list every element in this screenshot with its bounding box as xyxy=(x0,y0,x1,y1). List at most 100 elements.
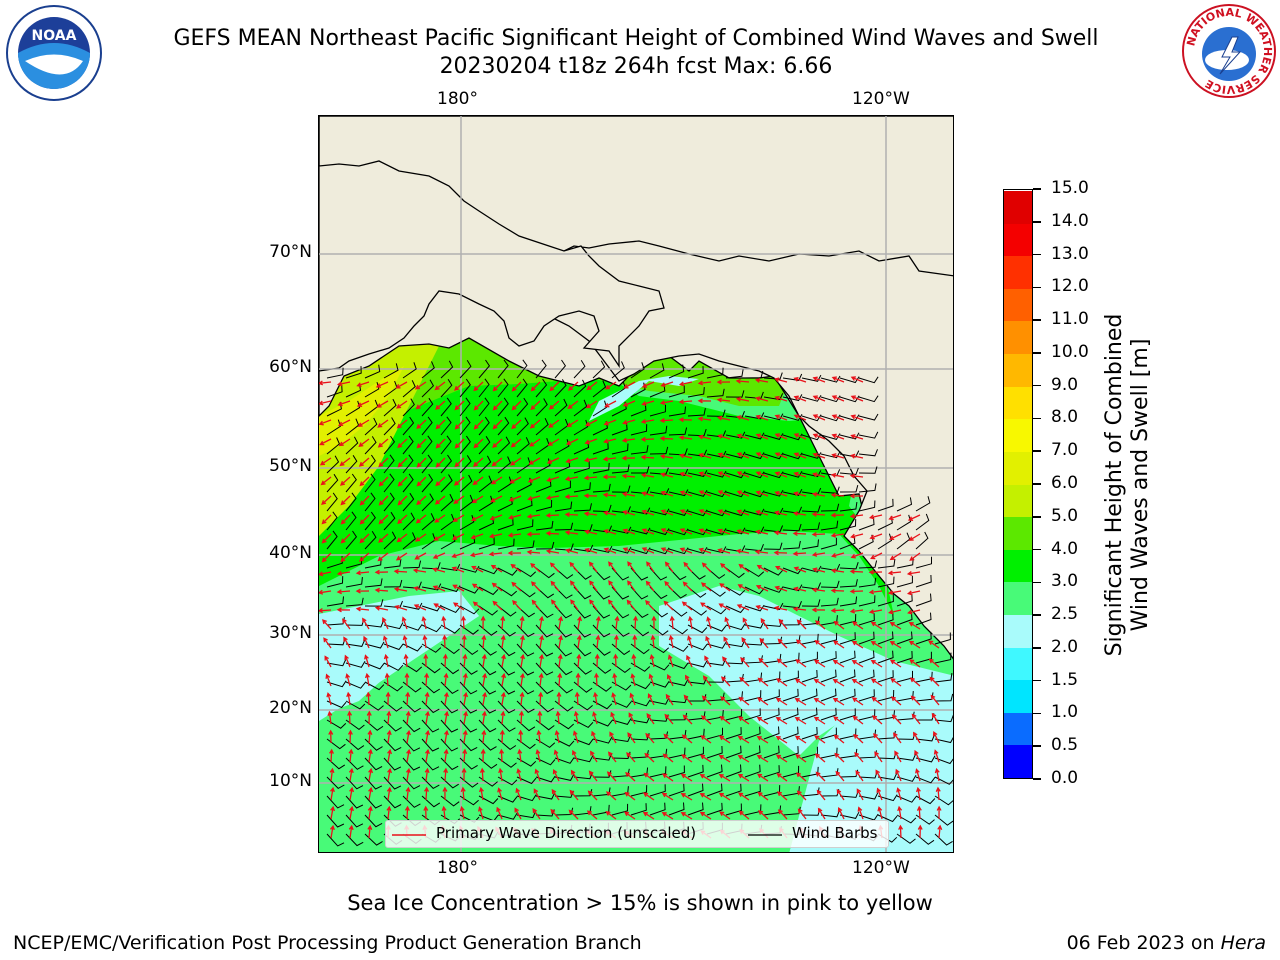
wind-barb xyxy=(858,669,875,683)
wind-barbs-legend-line xyxy=(748,834,782,836)
wave-direction-arrow xyxy=(321,552,332,563)
wind-barb xyxy=(763,393,784,401)
wind-barb xyxy=(782,688,799,702)
wind-barb xyxy=(725,623,746,631)
wave-direction-arrow xyxy=(720,676,731,687)
wave-direction-arrow xyxy=(697,434,712,440)
wave-direction-arrow xyxy=(567,381,579,391)
map-legend: Primary Wave Direction (unscaled) Wind B… xyxy=(385,820,889,848)
wind-barb xyxy=(649,802,666,816)
wind-barb xyxy=(459,474,473,493)
wind-barb xyxy=(383,643,404,651)
wind-barb xyxy=(573,503,592,512)
wave-direction-arrow xyxy=(564,512,579,518)
wave-direction-arrow xyxy=(659,418,674,423)
wave-direction-arrow xyxy=(697,380,712,386)
wave-direction-arrow xyxy=(756,716,769,725)
wind-barb xyxy=(706,388,725,398)
wind-barb xyxy=(725,783,742,797)
wave-direction-arrow xyxy=(834,752,845,763)
wave-direction-arrow xyxy=(738,563,750,573)
wave-direction-arrow xyxy=(776,678,788,687)
wind-barb xyxy=(497,795,518,803)
wave-direction-arrow xyxy=(555,710,561,725)
wave-direction-arrow xyxy=(501,653,506,668)
wind-barb xyxy=(440,738,459,752)
wind-barb xyxy=(440,605,461,614)
lat-label-70n: 70°N xyxy=(269,242,312,262)
wave-direction-arrow xyxy=(679,547,693,554)
wave-direction-arrow xyxy=(777,809,788,820)
wind-barb xyxy=(858,449,878,457)
wave-direction-arrow xyxy=(833,734,845,744)
wind-barb xyxy=(896,497,913,512)
wind-barb xyxy=(326,719,347,729)
map-panel[interactable]: Primary Wave Direction (unscaled) Wind B… xyxy=(318,115,954,853)
wave-direction-arrow xyxy=(737,773,750,782)
wind-barb xyxy=(383,757,402,771)
wind-barb xyxy=(896,593,913,607)
wave-direction-arrow xyxy=(603,547,617,554)
wave-direction-arrow xyxy=(793,566,807,573)
wave-direction-arrow xyxy=(434,495,446,505)
wind-barb xyxy=(782,707,799,721)
wave-direction-arrow xyxy=(499,729,505,744)
wave-direction-arrow xyxy=(515,787,522,801)
wind-barb xyxy=(611,681,632,691)
wind-barb xyxy=(535,624,554,638)
wind-barb xyxy=(725,471,746,479)
wave-direction-arrow xyxy=(321,619,332,630)
wind-barb xyxy=(497,681,516,695)
wave-direction-arrow xyxy=(546,457,560,464)
wave-direction-arrow xyxy=(735,396,750,402)
wave-direction-arrow xyxy=(500,634,506,649)
wave-direction-arrow xyxy=(669,615,675,630)
wind-barb xyxy=(801,565,822,573)
wave-direction-arrow xyxy=(700,715,712,725)
wind-barb xyxy=(402,757,421,771)
wave-direction-arrow xyxy=(757,677,769,687)
wind-barb xyxy=(668,783,685,797)
wave-direction-arrow xyxy=(706,616,712,630)
wave-direction-arrow xyxy=(386,786,392,801)
wind-barb xyxy=(915,574,932,588)
wave-zone-7-8m xyxy=(319,366,404,456)
wind-barb xyxy=(820,669,837,683)
wave-direction-arrow xyxy=(621,455,636,461)
wave-direction-arrow xyxy=(907,514,921,521)
wind-barb xyxy=(668,468,689,477)
wind-barb xyxy=(763,489,784,497)
wave-direction-arrow xyxy=(325,673,332,687)
wave-direction-arrow xyxy=(364,672,370,687)
wind-barb xyxy=(440,624,461,634)
wind-barb xyxy=(402,738,421,752)
colorbar-tick-label: 7.0 xyxy=(1051,440,1079,461)
wind-barb xyxy=(516,662,535,676)
wave-direction-arrow xyxy=(621,473,636,479)
wave-direction-arrow xyxy=(626,752,636,763)
wind-barb xyxy=(611,803,629,816)
wave-direction-arrow xyxy=(795,754,807,763)
wave-direction-arrow xyxy=(454,400,465,411)
colorbar-tick-label: 12.0 xyxy=(1051,276,1089,297)
wave-direction-arrow xyxy=(595,634,601,649)
wind-barb xyxy=(535,520,554,531)
wave-direction-arrow xyxy=(492,419,503,430)
wind-barb xyxy=(364,578,383,588)
wind-barb xyxy=(782,617,802,626)
wave-direction-arrow xyxy=(433,603,446,611)
wave-direction-arrow xyxy=(773,530,788,536)
wave-direction-arrow xyxy=(683,694,693,706)
wave-direction-arrow xyxy=(850,376,864,383)
wave-direction-arrow xyxy=(452,602,465,611)
wave-direction-arrow xyxy=(775,754,788,763)
wave-direction-arrow xyxy=(889,552,902,561)
wind-barb xyxy=(326,596,344,607)
wave-direction-arrow xyxy=(812,376,826,383)
wave-direction-arrow xyxy=(602,492,617,498)
wave-direction-arrow xyxy=(482,691,488,706)
wind-barb xyxy=(782,540,801,550)
wind-barb xyxy=(782,414,803,421)
wave-direction-arrow xyxy=(443,748,449,763)
wave-direction-arrow xyxy=(629,692,636,706)
